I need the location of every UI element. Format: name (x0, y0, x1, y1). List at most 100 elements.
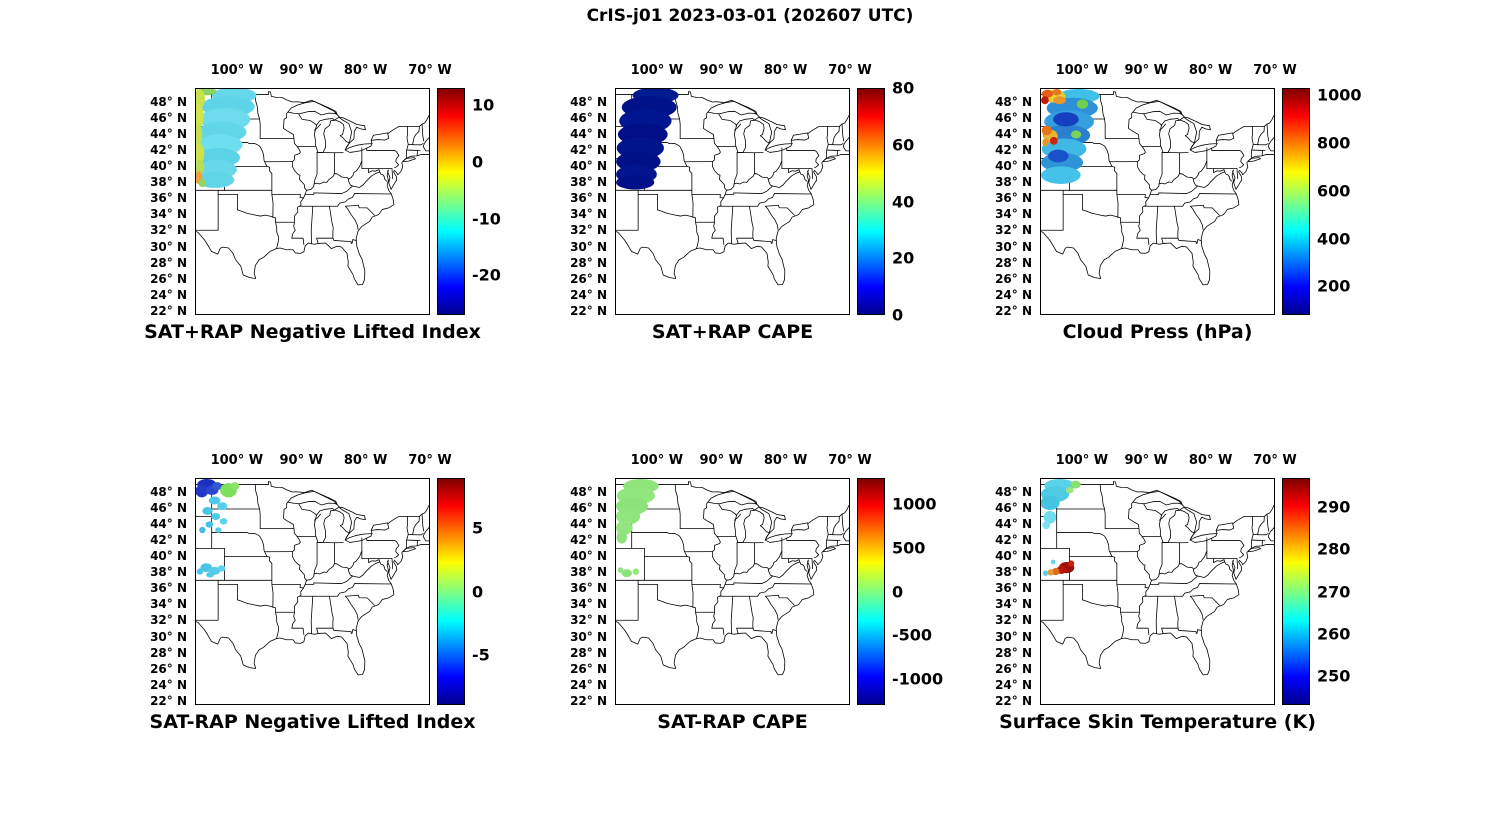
colorbar-tick-label: 500 (892, 538, 926, 558)
lat-tick-label: 40° N (150, 159, 187, 174)
lat-tick-label: 42° N (995, 142, 1032, 157)
lat-tick-label: 24° N (150, 677, 187, 692)
lat-tick-label: 36° N (150, 581, 187, 596)
lon-tick-label: 90° W (1124, 63, 1168, 78)
lon-tick-label: 80° W (343, 453, 388, 468)
lon-tick-label: 70° W (408, 453, 452, 468)
lat-tick-label: 30° N (570, 239, 607, 254)
map-cloud-press (1040, 88, 1275, 315)
lat-tick-label: 42° N (570, 532, 607, 547)
data-swath (616, 89, 679, 190)
lat-tick-label: 40° N (150, 549, 187, 564)
lat-tick-label: 42° N (995, 532, 1032, 547)
lat-tick-label: 44° N (995, 126, 1032, 141)
colorbar-tick-label: 40 (892, 192, 915, 211)
colorbar-tick-label: 270 (1317, 582, 1351, 601)
colorbar-tick-label: 250 (1317, 666, 1351, 686)
lat-tick-label: 34° N (570, 207, 607, 222)
lat-tick-label: 24° N (995, 287, 1032, 302)
colorbar-tick-label: 20 (892, 248, 915, 268)
panel-title: SAT+RAP CAPE (651, 321, 814, 343)
lon-tick-label: 80° W (763, 453, 808, 468)
lat-tick-label: 40° N (995, 549, 1032, 564)
lat-tick-label: 38° N (150, 175, 187, 190)
lat-tick-label: 34° N (995, 597, 1032, 612)
lat-tick-label: 42° N (150, 142, 187, 157)
colorbar-tick-label: 400 (1317, 229, 1351, 249)
lat-tick-label: 32° N (570, 223, 607, 238)
lon-tick-label: 80° W (1188, 63, 1233, 78)
lat-tick-label: 36° N (570, 581, 607, 596)
lon-tick-label: 100° W (630, 453, 684, 468)
data-swath (196, 479, 240, 578)
lat-tick-label: 38° N (995, 175, 1032, 190)
lon-tick-label: 90° W (699, 63, 743, 78)
lat-tick-label: 30° N (150, 629, 187, 644)
state-boundaries (1041, 481, 1274, 676)
data-swath (1041, 89, 1100, 184)
lat-tick-label: 22° N (150, 693, 187, 708)
lat-tick-label: 44° N (570, 516, 607, 531)
lat-tick-label: 24° N (570, 287, 607, 302)
lat-tick-label: 22° N (150, 303, 187, 318)
colorbar-tick-label: 1000 (892, 494, 937, 514)
lon-tick-label: 70° W (408, 63, 452, 78)
panel-title: Cloud Press (hPa) (1062, 321, 1253, 343)
colorbar-tick-label: -1000 (892, 669, 944, 689)
colorbar (1282, 88, 1310, 315)
lat-tick-label: 46° N (570, 110, 607, 125)
lon-tick-label: 70° W (828, 453, 872, 468)
lat-tick-label: 38° N (150, 565, 187, 580)
lon-tick-label: 100° W (1055, 453, 1109, 468)
lat-tick-label: 28° N (995, 645, 1032, 660)
map-sat-minus-rap-nli (195, 478, 430, 705)
colorbar (437, 478, 465, 705)
colorbar-tick-label: 5 (472, 518, 484, 538)
lon-tick-label: 90° W (1124, 453, 1168, 468)
lat-tick-label: 36° N (150, 191, 187, 206)
lat-tick-label: 46° N (150, 500, 187, 515)
lat-tick-label: 26° N (995, 271, 1032, 286)
lat-tick-label: 48° N (570, 94, 607, 109)
lat-tick-label: 26° N (150, 661, 187, 676)
lon-tick-label: 80° W (1188, 453, 1233, 468)
lon-tick-label: 70° W (1253, 63, 1297, 78)
lon-tick-label: 100° W (210, 63, 264, 78)
lat-tick-label: 34° N (995, 207, 1032, 222)
lat-tick-label: 24° N (570, 677, 607, 692)
lat-tick-label: 40° N (995, 159, 1032, 174)
lat-tick-label: 22° N (570, 303, 607, 318)
colorbar-tick-label: 280 (1317, 539, 1351, 559)
lat-tick-label: 26° N (570, 271, 607, 286)
colorbar-tick-label: -500 (892, 625, 933, 645)
colorbar-tick-label: 200 (1317, 276, 1351, 296)
lat-tick-label: 46° N (995, 110, 1032, 125)
colorbar-tick-label: 60 (892, 135, 915, 155)
colorbar-tick-label: 290 (1317, 497, 1351, 517)
colorbar-tick-label: -10 (472, 209, 501, 229)
lat-tick-label: 42° N (570, 142, 607, 157)
lat-tick-label: 36° N (995, 581, 1032, 596)
lat-tick-label: 28° N (995, 255, 1032, 270)
data-swath (196, 89, 257, 188)
lat-tick-label: 22° N (570, 693, 607, 708)
lat-tick-label: 30° N (995, 629, 1032, 644)
lat-tick-label: 22° N (995, 693, 1032, 708)
lat-tick-label: 44° N (150, 516, 187, 531)
lon-tick-label: 70° W (1253, 453, 1297, 468)
lat-tick-label: 28° N (570, 645, 607, 660)
lon-tick-label: 80° W (763, 63, 808, 78)
lat-tick-label: 48° N (995, 94, 1032, 109)
lat-tick-label: 42° N (150, 532, 187, 547)
colorbar-tick-label: 0 (892, 305, 904, 325)
colorbar (857, 478, 885, 705)
lat-tick-label: 22° N (995, 303, 1032, 318)
lat-tick-label: 28° N (150, 255, 187, 270)
panel-sat-minus-rap-nli: SAT-RAP Negative Lifted Index 100° W 90° … (150, 453, 490, 733)
lat-tick-label: 28° N (570, 255, 607, 270)
lat-tick-label: 26° N (570, 661, 607, 676)
figure-title: CrIS-j01 2023-03-01 (202607 UTC) (586, 6, 914, 26)
